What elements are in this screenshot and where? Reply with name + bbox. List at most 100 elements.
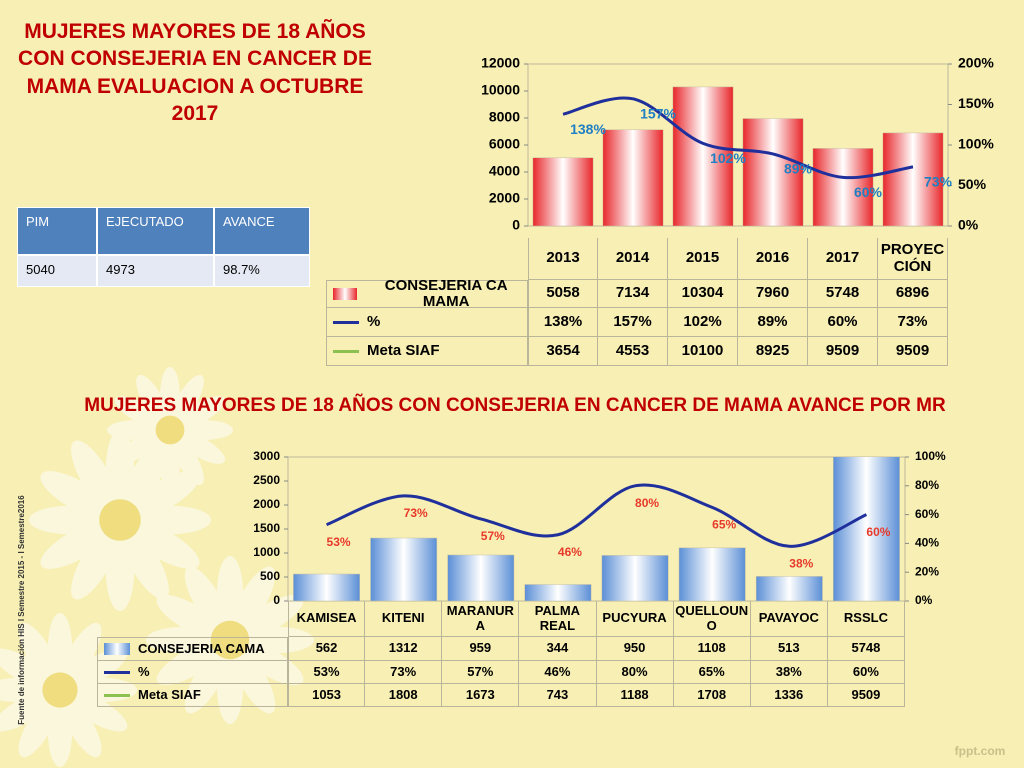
table-value: 46% bbox=[519, 661, 597, 684]
y-tick-label: 2500 bbox=[253, 473, 280, 487]
table-value: 9509 bbox=[827, 684, 905, 707]
bar bbox=[672, 86, 734, 226]
bar bbox=[293, 573, 360, 601]
y-tick-label: 12000 bbox=[481, 55, 520, 71]
table-value: 10100 bbox=[668, 337, 738, 366]
table-header: PIM bbox=[17, 207, 97, 255]
bar bbox=[601, 555, 669, 601]
table-value: 5748 bbox=[808, 280, 878, 308]
y2-tick-label: 100% bbox=[915, 449, 946, 463]
category-label: 2017 bbox=[808, 238, 878, 280]
category-label: RSSLC bbox=[827, 601, 905, 637]
data-label: 60% bbox=[866, 525, 890, 539]
legend-entry: CONSEJERIA CAMA bbox=[97, 637, 288, 661]
y-tick-label: 6000 bbox=[489, 136, 520, 152]
table-value: 8925 bbox=[738, 337, 808, 366]
table-value: 9509 bbox=[878, 337, 948, 366]
bar bbox=[370, 537, 438, 601]
y-tick-label: 0 bbox=[273, 593, 280, 607]
table-value: 513 bbox=[750, 637, 828, 661]
table-cell: 98.7% bbox=[214, 255, 310, 287]
line bbox=[562, 96, 914, 180]
legend-label: % bbox=[367, 312, 381, 330]
category-label: 2013 bbox=[528, 238, 598, 280]
legend-label: Meta SIAF bbox=[367, 341, 440, 359]
table-header: AVANCE bbox=[214, 207, 310, 255]
y-tick-label: 10000 bbox=[481, 82, 520, 98]
chart-title: MUJERES MAYORES DE 18 AÑOS CON CONSEJERI… bbox=[18, 20, 372, 125]
y2-tick-label: 0% bbox=[958, 217, 979, 233]
table-value: 10304 bbox=[668, 280, 738, 308]
bar bbox=[524, 584, 592, 601]
y-tick-label: 500 bbox=[260, 569, 280, 583]
line bbox=[326, 483, 868, 548]
table-value: 3654 bbox=[528, 337, 598, 366]
table-value: 5748 bbox=[827, 637, 905, 661]
watermark: fppt.com bbox=[955, 744, 1006, 758]
bar bbox=[812, 148, 874, 226]
bar bbox=[755, 576, 823, 601]
category-label: 2014 bbox=[598, 238, 668, 280]
y-tick-label: 3000 bbox=[253, 449, 280, 463]
y-tick-label: 1000 bbox=[253, 545, 280, 559]
table-value: 57% bbox=[442, 661, 520, 684]
table-value: 344 bbox=[519, 637, 597, 661]
legend-swatch bbox=[333, 320, 359, 324]
legend-entry: CONSEJERIA CA MAMA bbox=[326, 276, 528, 310]
y2-tick-label: 0% bbox=[915, 593, 933, 607]
table-value: 743 bbox=[519, 684, 597, 707]
legend-label: CONSEJERIA CA MAMA bbox=[384, 276, 508, 310]
table-value: 9509 bbox=[808, 337, 878, 366]
table-value: 65% bbox=[673, 661, 751, 684]
source-note: Fuente de información HIS I Semestre 201… bbox=[17, 495, 26, 725]
y2-tick-label: 150% bbox=[958, 95, 994, 111]
table-cell: 5040 bbox=[17, 255, 97, 287]
table-value: 157% bbox=[598, 308, 668, 337]
bar bbox=[447, 554, 515, 601]
y2-tick-label: 40% bbox=[915, 536, 939, 550]
y2-tick-label: 100% bbox=[958, 136, 994, 152]
data-label: 46% bbox=[558, 545, 582, 559]
legend-label: % bbox=[138, 663, 150, 679]
y-tick-label: 2000 bbox=[253, 497, 280, 511]
y-tick-label: 4000 bbox=[489, 163, 520, 179]
data-label: 138% bbox=[570, 121, 606, 137]
category-label: PUCYURA bbox=[596, 601, 674, 637]
y2-tick-label: 80% bbox=[915, 478, 939, 492]
table-cell: 4973 bbox=[97, 255, 214, 287]
table-value: 60% bbox=[808, 308, 878, 337]
y-tick-label: 8000 bbox=[489, 109, 520, 125]
data-label: 53% bbox=[327, 535, 351, 549]
category-label: MARANURA bbox=[442, 601, 520, 637]
category-label: KITENI bbox=[365, 601, 443, 637]
category-label: KAMISEA bbox=[288, 601, 366, 637]
legend-swatch bbox=[333, 288, 358, 300]
y2-tick-label: 200% bbox=[958, 55, 994, 71]
table-value: 53% bbox=[288, 661, 366, 684]
legend-swatch bbox=[104, 670, 130, 674]
table-value: 950 bbox=[596, 637, 674, 661]
bar bbox=[833, 457, 900, 601]
data-label: 80% bbox=[635, 496, 659, 510]
bar bbox=[742, 118, 804, 226]
legend-entry: Meta SIAF bbox=[97, 684, 288, 707]
table-value: 4553 bbox=[598, 337, 668, 366]
table-value: 1108 bbox=[673, 637, 751, 661]
table-value: 959 bbox=[442, 637, 520, 661]
chart-title: MUJERES MAYORES DE 18 AÑOS CON CONSEJERI… bbox=[84, 395, 946, 416]
table-value: 1053 bbox=[288, 684, 366, 707]
legend-entry: % bbox=[97, 661, 288, 684]
table-value: 73% bbox=[878, 308, 948, 337]
table-value: 7134 bbox=[598, 280, 668, 308]
bar bbox=[602, 129, 664, 226]
category-label: PALMA REAL bbox=[519, 601, 597, 637]
data-label: 157% bbox=[640, 106, 676, 122]
legend-entry: % bbox=[326, 308, 528, 337]
table-value: 1708 bbox=[673, 684, 751, 707]
table-value: 6896 bbox=[878, 280, 948, 308]
table-value: 1188 bbox=[596, 684, 674, 707]
table-value: 7960 bbox=[738, 280, 808, 308]
table-value: 562 bbox=[288, 637, 366, 661]
